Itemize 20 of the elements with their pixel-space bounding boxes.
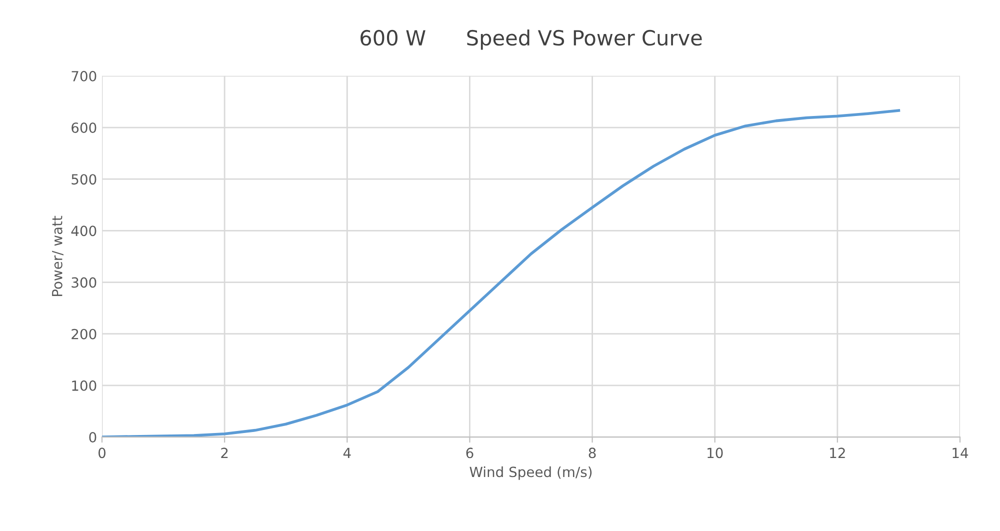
chart-title: 600 W Speed VS Power Curve bbox=[360, 30, 702, 50]
y-tick-label: 0 bbox=[89, 432, 96, 442]
y-tick-label: 300 bbox=[72, 277, 96, 288]
y-tick-label: 600 bbox=[72, 122, 96, 133]
x-tick-label: 10 bbox=[708, 448, 723, 458]
y-tick-label: 500 bbox=[72, 174, 96, 185]
y-tick-label: 700 bbox=[72, 70, 96, 82]
x-tick-label: 12 bbox=[830, 448, 845, 458]
line-series bbox=[102, 109, 900, 438]
x-tick-label: 0 bbox=[98, 448, 106, 458]
x-tick-label: 2 bbox=[221, 448, 228, 458]
x-tick-label: 6 bbox=[466, 448, 474, 458]
y-axis-title: Power/ watt bbox=[52, 216, 64, 296]
x-tick-label: 14 bbox=[952, 448, 968, 458]
y-tick-label: 200 bbox=[72, 328, 96, 340]
x-axis-title: Wind Speed (m/s) bbox=[470, 466, 592, 480]
y-tick-label: 400 bbox=[71, 226, 96, 236]
x-tick-label: 8 bbox=[588, 448, 596, 458]
y-tick-label: 100 bbox=[72, 380, 96, 391]
x-tick-label: 4 bbox=[343, 448, 351, 458]
